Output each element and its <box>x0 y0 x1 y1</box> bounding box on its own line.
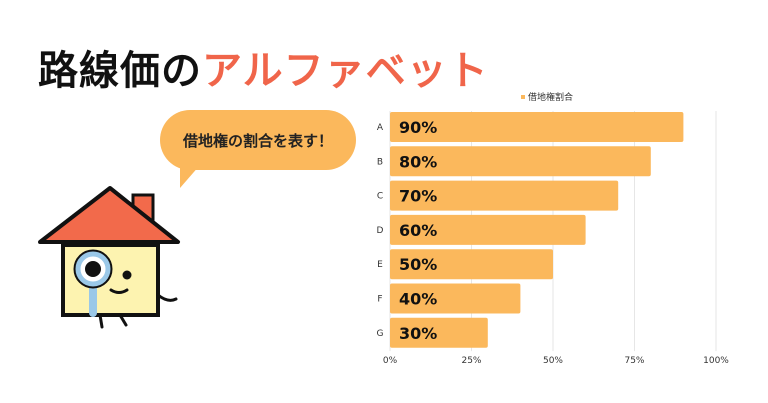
bar-data-label: 50% <box>399 255 437 274</box>
bar <box>390 112 684 142</box>
y-tick-label: G <box>377 329 384 339</box>
x-tick-label: 50% <box>543 356 563 366</box>
title-black: 路線価の <box>38 48 202 94</box>
x-tick-label: 100% <box>703 356 729 366</box>
y-tick-label: F <box>377 295 382 305</box>
title-accent: アルファベット <box>202 48 489 94</box>
bar <box>390 249 553 280</box>
bar-data-label: 80% <box>399 152 437 171</box>
legend-swatch <box>521 95 525 99</box>
x-tick-label: 25% <box>461 356 481 366</box>
bar <box>390 283 521 314</box>
page-title: 路線価のアルファベット <box>38 38 489 96</box>
bar <box>390 180 619 211</box>
bar <box>390 214 586 245</box>
y-tick-label: C <box>377 192 383 202</box>
bar <box>390 317 488 348</box>
y-tick-label: B <box>377 157 383 167</box>
bar-data-label: 30% <box>399 324 437 343</box>
y-tick-label: D <box>377 226 384 236</box>
y-tick-label: E <box>377 260 383 270</box>
bar <box>390 146 651 177</box>
house-character-icon <box>38 186 180 329</box>
bar-data-label: 70% <box>399 187 437 206</box>
bar-data-label: 90% <box>399 118 437 137</box>
bar-data-label: 40% <box>399 290 437 309</box>
x-tick-label: 0% <box>383 356 398 366</box>
y-tick-label: A <box>377 123 384 133</box>
bar-data-label: 60% <box>399 221 437 240</box>
legend-label: 借地権割合 <box>528 91 573 103</box>
speech-bubble: 借地権の割合を表す！ <box>160 110 356 170</box>
speech-bubble-text: 借地権の割合を表す！ <box>182 132 333 150</box>
x-tick-label: 75% <box>624 356 644 366</box>
